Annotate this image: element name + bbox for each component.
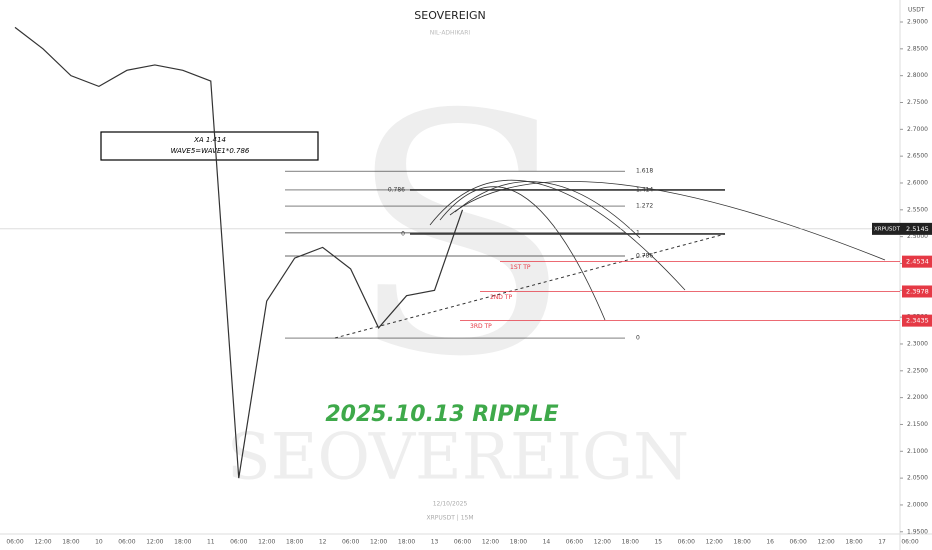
x-tick-label: 06:00: [678, 539, 695, 546]
footer-symbol: XRPUSDT | 15M: [426, 515, 473, 522]
x-tick-label: 18:00: [286, 539, 303, 546]
y-tick-label: 2.0500: [907, 475, 928, 482]
price-tag-label: 2.4534: [906, 258, 929, 266]
fib-label: 0.786: [388, 186, 405, 193]
monogram: S: [347, 45, 573, 429]
headline: 2025.10.13 RIPPLE: [325, 402, 558, 427]
x-tick-label: 12:00: [258, 539, 275, 546]
y-tick-label: 2.8500: [907, 45, 928, 52]
y-tick-label: 2.1500: [907, 421, 928, 428]
x-tick-label: 06:00: [901, 539, 918, 546]
footer-date: 12/10/2025: [433, 501, 468, 508]
x-tick-label: 18:00: [174, 539, 191, 546]
x-tick-label: 06:00: [789, 539, 806, 546]
x-tick-label: 18:00: [845, 539, 862, 546]
projection-arrows: [429, 179, 886, 321]
price-tag: [902, 255, 932, 268]
x-tick-label: 12:00: [370, 539, 387, 546]
target-name: 3RD TP: [470, 323, 492, 330]
y-tick-label: 2.7500: [907, 99, 928, 106]
annotation-box: [100, 131, 319, 161]
x-tick-label: 12:00: [817, 539, 834, 546]
fib-label: 0: [401, 230, 405, 237]
annotation-line: XA 1.414: [193, 136, 226, 144]
target-name: 1ST TP: [510, 264, 531, 271]
annotation-line: WAVE5=WAVE1*0.786: [171, 147, 250, 155]
y-tick-label: 1.9500: [907, 528, 928, 535]
y-tick-label: 2.6500: [907, 153, 928, 160]
price-tag-label: 2.3435: [906, 317, 929, 325]
y-tick-label: 2.3000: [907, 340, 928, 347]
price-tag: [902, 285, 932, 298]
watermark: S SEOVEREIGN: [227, 45, 689, 495]
x-tick-label: 12: [319, 539, 327, 546]
y-tick-label: 2.7000: [907, 126, 928, 133]
x-tick-label: 06:00: [454, 539, 471, 546]
last-price-name: XRPUSDT: [874, 226, 901, 232]
x-tick-label: 18:00: [510, 539, 527, 546]
y-tick-label: 2.1000: [907, 448, 928, 455]
fib-label: 1: [636, 229, 640, 236]
x-tick-label: 06:00: [342, 539, 359, 546]
y-tick-label: 2.5000: [907, 233, 928, 240]
y-tick-label: 2.5500: [907, 206, 928, 213]
fib-label: 0: [636, 335, 640, 342]
chart-title: SEOVEREIGN: [414, 9, 485, 22]
x-tick-label: 13: [431, 539, 439, 546]
x-tick-label: 12:00: [34, 539, 51, 546]
x-tick-label: 14: [543, 539, 551, 546]
price-tag-label: 2.3978: [906, 287, 929, 295]
trend-line: [334, 233, 726, 339]
x-tick-label: 18:00: [622, 539, 639, 546]
y-tick-label: 2.9000: [907, 19, 928, 26]
price-tag: [902, 314, 932, 327]
x-tick-label: 18:00: [734, 539, 751, 546]
x-tick-label: 18:00: [398, 539, 415, 546]
x-tick-label: 12:00: [482, 539, 499, 546]
x-tick-label: 17: [878, 539, 886, 546]
last-price-name-bg: [872, 222, 902, 235]
x-tick-label: 12:00: [594, 539, 611, 546]
y-axis-label: USDT: [908, 7, 925, 14]
x-tick-label: 06:00: [118, 539, 135, 546]
x-tick-label: 06:00: [6, 539, 23, 546]
x-tick-label: 12:00: [706, 539, 723, 546]
x-tick-label: 16: [766, 539, 774, 546]
fib-label: 0.786: [636, 252, 653, 259]
y-tick-label: 2.2500: [907, 367, 928, 374]
watermark-text: SEOVEREIGN: [227, 421, 689, 495]
x-tick-label: 11: [207, 539, 215, 546]
x-tick-label: 10: [95, 539, 103, 546]
x-tick-label: 15: [654, 539, 662, 546]
fib-label: 1.618: [636, 168, 653, 175]
x-tick-label: 18:00: [62, 539, 79, 546]
last-price-label: 2.5145: [906, 225, 929, 233]
y-tick-label: 2.8000: [907, 72, 928, 79]
y-tick-label: 2.0000: [907, 501, 928, 508]
y-tick-label: 2.6000: [907, 179, 928, 186]
last-price-tag: [902, 222, 932, 235]
x-tick-label: 06:00: [230, 539, 247, 546]
target-name: 2ND TP: [490, 294, 512, 301]
price-line: [14, 26, 464, 479]
chart-subtitle: NIL-ADHIKARI: [430, 30, 471, 37]
y-tick-label: 2.2000: [907, 394, 928, 401]
fib-label: 1.272: [636, 203, 653, 210]
x-tick-label: 12:00: [146, 539, 163, 546]
x-tick-label: 06:00: [566, 539, 583, 546]
